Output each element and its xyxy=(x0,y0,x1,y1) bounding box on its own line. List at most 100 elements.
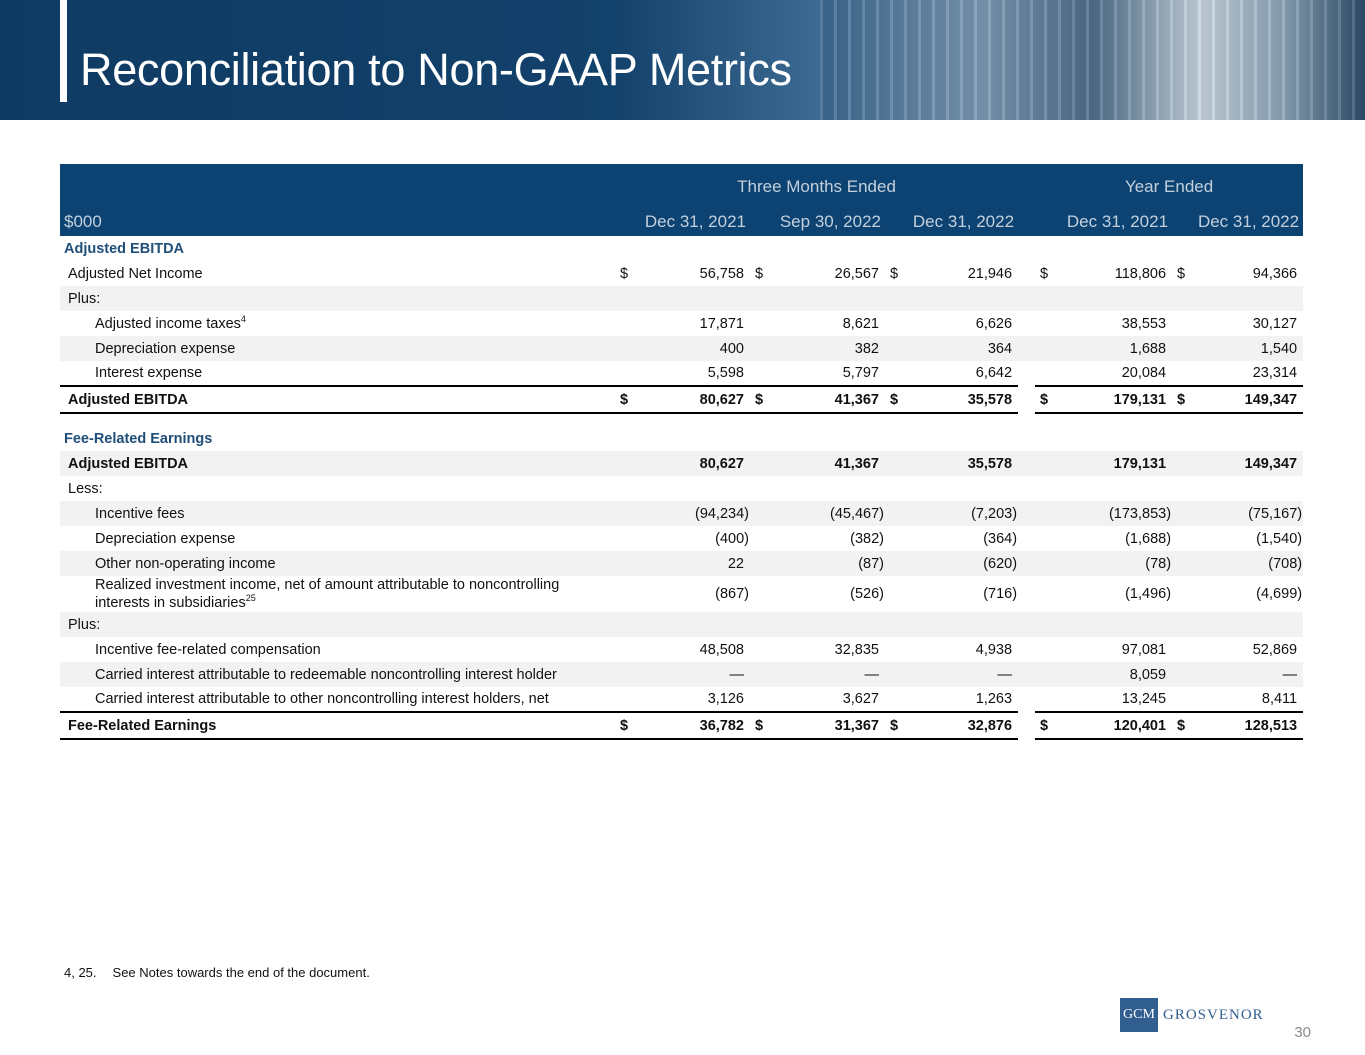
table-row: Fee-Related Earnings $36,782 $31,367 $32,87… xyxy=(60,711,1304,740)
currency-cell xyxy=(1035,637,1055,662)
gap-cell xyxy=(1018,612,1036,637)
gap-cell xyxy=(1018,637,1035,662)
currency-cell: $ xyxy=(755,265,764,282)
value-cell: 36,782 xyxy=(635,711,750,740)
value-cell xyxy=(770,413,885,451)
value-cell xyxy=(1190,476,1303,501)
value-cell: 6,626 xyxy=(975,315,1013,332)
row-label: Plus: xyxy=(60,286,615,311)
gap-cell xyxy=(1018,361,1035,386)
currency-cell xyxy=(885,361,903,386)
value-cell: 56,758 xyxy=(699,265,744,282)
column-header-row: $000 Dec 31, 2021 Sep 30, 2022 Dec 31, 202… xyxy=(60,208,1304,236)
table-row: Carried interest attributable to redeema… xyxy=(60,662,1304,687)
currency-cell xyxy=(615,687,635,712)
value-cell: 26,567 xyxy=(834,265,879,282)
currency-cell xyxy=(750,476,770,501)
table-header: Three Months Ended Year Ended $000 Dec 3… xyxy=(60,164,1304,236)
currency-cell xyxy=(885,612,903,637)
value-cell xyxy=(903,612,1019,637)
currency-cell xyxy=(615,451,635,476)
value-cell xyxy=(1055,612,1173,637)
value-cell: 41,367 xyxy=(770,385,885,414)
row-label-text: Plus: xyxy=(68,290,101,307)
value-cell xyxy=(1055,236,1172,261)
gap-cell xyxy=(1018,526,1035,551)
value-cell: 3,126 xyxy=(707,691,744,707)
gap-cell xyxy=(1018,236,1035,261)
value-cell: 20,084 xyxy=(1121,365,1167,381)
value-cell: 364 xyxy=(903,336,1019,361)
row-label: Plus: xyxy=(60,612,615,637)
gap-cell xyxy=(1018,476,1035,501)
table-row: Adjusted EBITDA xyxy=(60,236,1303,261)
value-cell: (400) xyxy=(715,530,749,547)
row-label: Adjusted EBITDA xyxy=(60,451,615,476)
value-cell: 118,806 xyxy=(1114,265,1167,282)
footnote-ref: 25 xyxy=(245,593,256,603)
footnote: 4, 25. See Notes towards the end of the d… xyxy=(64,965,370,980)
row-label-text: Adjusted income taxes xyxy=(95,315,241,332)
value-cell xyxy=(1055,413,1172,451)
currency-cell xyxy=(885,451,903,476)
group-header: Year Ended xyxy=(1035,164,1304,208)
value-cell: 120,401 xyxy=(1055,711,1173,740)
currency-cell xyxy=(1172,336,1191,361)
value-cell: 80,627 xyxy=(635,451,750,476)
currency-cell xyxy=(1035,476,1055,501)
currency-cell xyxy=(885,476,903,501)
currency-cell xyxy=(750,576,770,612)
currency-cell xyxy=(615,637,635,662)
gap-cell xyxy=(1018,451,1036,476)
currency-cell: $ xyxy=(615,711,635,740)
currency-cell xyxy=(1172,526,1190,551)
row-label-text: Incentive fees xyxy=(95,505,185,522)
value-cell: 38,553 xyxy=(1121,315,1167,332)
currency-cell xyxy=(1035,501,1056,526)
currency-cell xyxy=(615,612,635,637)
value-cell xyxy=(903,286,1019,311)
value-cell xyxy=(903,476,1018,501)
currency-cell xyxy=(1035,551,1056,576)
gap-cell xyxy=(1018,687,1035,712)
currency-cell xyxy=(1035,361,1055,386)
currency-cell xyxy=(615,413,635,451)
value-cell: 179,131 xyxy=(1055,451,1173,476)
value-cell: 5,598 xyxy=(707,365,744,381)
row-label-text: Carried interest attributable to other n… xyxy=(95,691,549,707)
value-cell: (364) xyxy=(983,530,1018,547)
currency-cell: $ xyxy=(750,711,770,740)
table-row: Adjusted EBITDA 80,627 41,367 35,578 179,131… xyxy=(60,451,1304,476)
table-row: Depreciation expense 400 382 364 1,688 1,540 xyxy=(60,336,1304,361)
currency-cell xyxy=(750,612,770,637)
value-cell: — xyxy=(770,662,885,687)
header-cell xyxy=(1018,164,1036,208)
value-cell: (716) xyxy=(983,586,1018,602)
value-cell xyxy=(770,286,885,311)
header-cell xyxy=(60,164,615,208)
currency-cell xyxy=(1172,637,1190,662)
currency-cell xyxy=(1035,526,1055,551)
currency-cell xyxy=(615,526,635,551)
row-label-text: Less: xyxy=(68,480,103,497)
group-header: Three Months Ended xyxy=(615,164,1019,208)
currency-cell xyxy=(1035,451,1056,476)
currency-cell xyxy=(1172,286,1191,311)
currency-cell xyxy=(1172,311,1190,336)
column-header: Dec 31, 2021 xyxy=(1035,208,1173,236)
currency-cell xyxy=(885,662,903,687)
column-header: Dec 31, 2022 xyxy=(885,208,1019,236)
value-cell: 5,797 xyxy=(842,365,879,381)
currency-cell xyxy=(1035,687,1055,712)
value-cell xyxy=(635,612,750,637)
value-cell xyxy=(1055,476,1172,501)
value-cell: 94,366 xyxy=(1252,265,1298,282)
value-cell: 41,367 xyxy=(770,451,885,476)
column-header: Sep 30, 2022 xyxy=(750,208,885,236)
value-cell: 400 xyxy=(635,336,750,361)
currency-cell xyxy=(750,311,770,336)
currency-cell xyxy=(885,413,903,451)
currency-cell xyxy=(1035,612,1056,637)
value-cell: (708) xyxy=(1190,551,1304,576)
